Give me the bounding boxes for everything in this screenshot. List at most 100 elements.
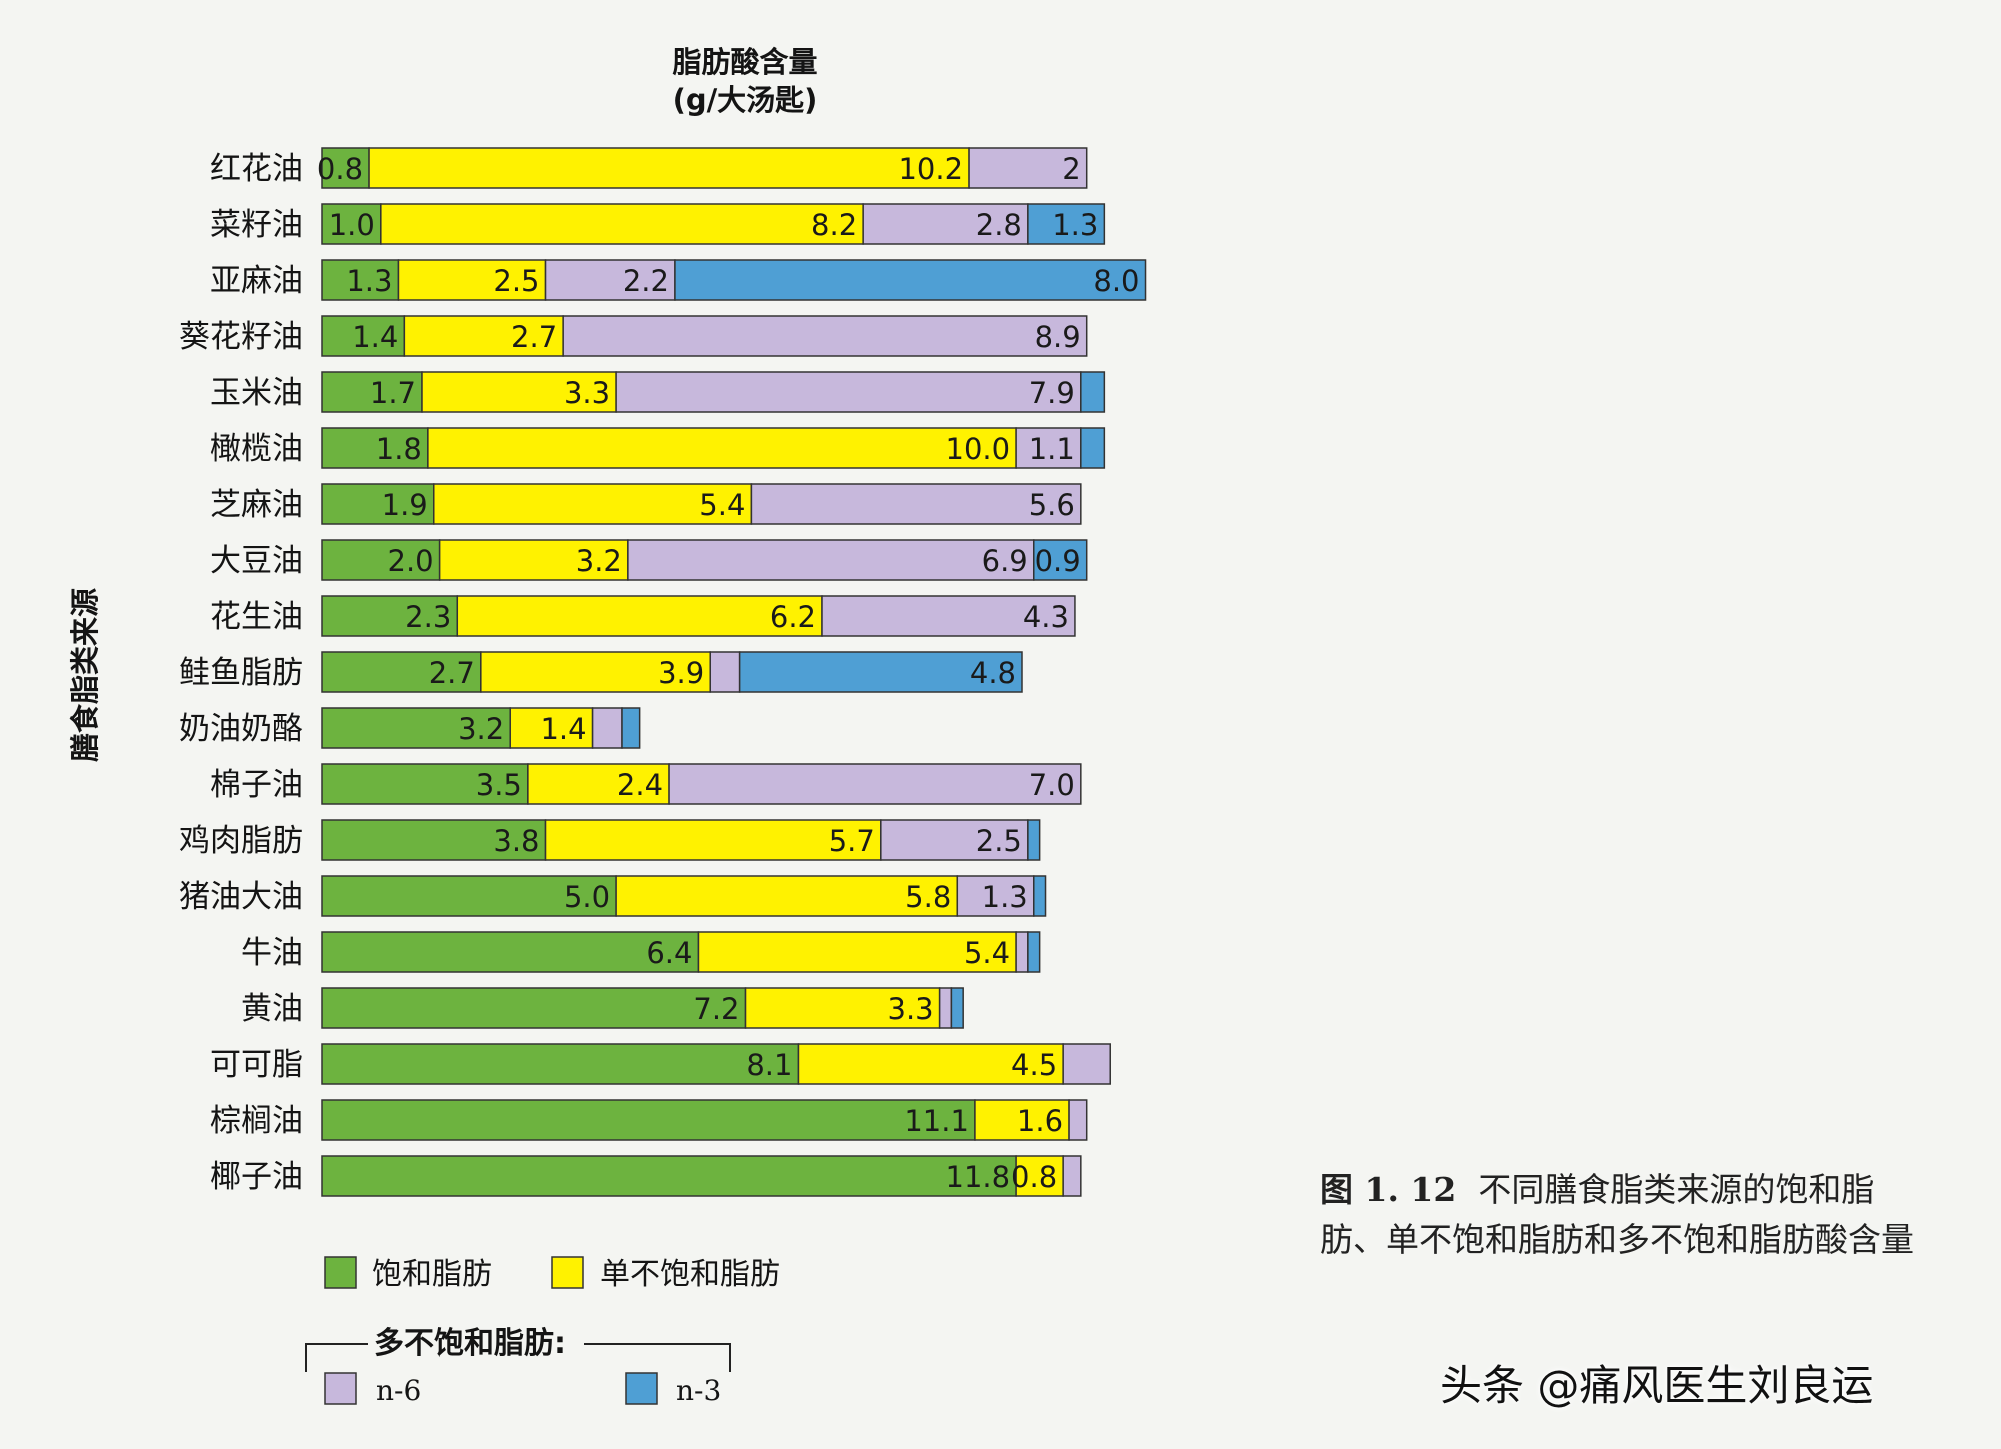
data-label-n3: 4.8	[970, 656, 1016, 690]
data-label-mono: 3.2	[576, 544, 622, 578]
data-label-saturated: 1.9	[382, 488, 428, 522]
bar-segment-n3	[674, 259, 1147, 301]
bar-segment-n3	[1027, 931, 1041, 973]
y-axis-title: 膳食脂类来源	[68, 588, 102, 762]
data-label-n3: 0.9	[1035, 544, 1081, 578]
bar-segment-mono	[421, 371, 617, 413]
data-label-saturated: 1.0	[329, 208, 375, 242]
category-label: 芝麻油	[210, 487, 303, 523]
data-label-n6: 7.9	[1029, 376, 1075, 410]
bar-segment-saturated	[321, 1099, 976, 1141]
bar-segment-saturated	[321, 427, 429, 469]
bar-segment-mono	[403, 315, 564, 357]
data-label-mono: 5.7	[829, 824, 875, 858]
bar-segment-mono	[427, 427, 1017, 469]
bar-segment-n3	[950, 987, 964, 1029]
caption-text: 不同膳食脂类来源的饱和脂肪、单不饱和脂肪和多不饱和脂肪酸含量	[1320, 1170, 1914, 1259]
bar-segment-mono	[544, 819, 882, 861]
data-label-n6: 1.1	[1029, 432, 1075, 466]
legend-bracket	[305, 1343, 731, 1372]
figure-number: 图 1. 12	[1320, 1170, 1457, 1209]
bar-segment-saturated	[321, 819, 547, 861]
legend-swatch-n6	[324, 1372, 357, 1405]
data-label-mono: 10.0	[946, 432, 1011, 466]
data-label-n6: 2.2	[623, 264, 669, 298]
data-label-mono: 1.6	[1017, 1104, 1063, 1138]
bar-segment-n6	[615, 371, 1082, 413]
category-label: 鲑鱼脂肪	[179, 655, 303, 691]
data-label-n6: 2	[1062, 152, 1080, 186]
category-label: 可可脂	[210, 1047, 303, 1083]
bar-segment-n6	[1015, 427, 1082, 469]
bar-segment-n3	[1027, 203, 1106, 245]
bar-segment-mono	[480, 651, 711, 693]
data-label-saturated: 11.1	[904, 1104, 969, 1138]
category-label: 椰子油	[210, 1159, 303, 1195]
bar-segment-mono	[1015, 1155, 1064, 1197]
bar-segment-saturated	[321, 371, 423, 413]
bar-segment-n3	[738, 651, 1023, 693]
bar-segment-mono	[974, 1099, 1070, 1141]
data-label-saturated: 11.8	[946, 1160, 1011, 1194]
bar-segment-mono	[797, 1043, 1064, 1085]
legend-label-n6: n-6	[376, 1374, 421, 1407]
category-label: 红花油	[210, 151, 303, 187]
bar-segment-n6	[1062, 1043, 1111, 1085]
bar-segment-n6	[968, 147, 1088, 189]
data-label-saturated: 2.7	[429, 656, 475, 690]
data-label-n3: 1.3	[1052, 208, 1098, 242]
bar-segment-mono	[615, 875, 959, 917]
data-label-mono: 6.2	[770, 600, 816, 634]
data-label-saturated: 3.5	[476, 768, 522, 802]
legend-swatch-n3	[625, 1372, 658, 1405]
data-label-n6: 5.6	[1029, 488, 1075, 522]
bar-segment-mono	[456, 595, 823, 637]
chart-title: 脂肪酸含量	[672, 45, 817, 79]
category-label: 葵花籽油	[179, 319, 303, 355]
bar-segment-saturated	[321, 203, 382, 245]
data-label-saturated: 2.0	[388, 544, 434, 578]
data-label-mono: 10.2	[898, 152, 963, 186]
bar-segment-n6	[627, 539, 1035, 581]
category-label: 橄榄油	[210, 431, 303, 467]
bar-segment-n6	[821, 595, 1076, 637]
bar-segment-mono	[397, 259, 547, 301]
legend-label-poly-group: 多不饱和脂肪:	[374, 1326, 566, 1361]
data-label-n6: 8.9	[1035, 320, 1081, 354]
bar-segment-n6	[1015, 931, 1029, 973]
data-label-mono: 5.4	[699, 488, 745, 522]
data-label-saturated: 1.7	[370, 376, 416, 410]
bar-segment-saturated	[321, 931, 700, 973]
category-label: 玉米油	[210, 375, 303, 411]
data-label-saturated: 1.8	[376, 432, 422, 466]
data-label-mono: 3.3	[888, 992, 934, 1026]
bar-segment-saturated	[321, 1043, 800, 1085]
bars-layer: 红花油 0.8 10.2 2 菜籽油 1.0 8.2 2.8 1.3 亚麻油 1.3 2.5 2.2 8.…	[179, 147, 1147, 1197]
data-label-saturated: 1.4	[352, 320, 398, 354]
bar-segment-n6	[956, 875, 1035, 917]
bar-segment-mono	[744, 987, 941, 1029]
data-label-mono: 4.5	[1011, 1048, 1057, 1082]
category-label: 猪油大油	[179, 879, 303, 915]
data-label-saturated: 0.8	[317, 152, 363, 186]
bar-segment-n6	[544, 259, 676, 301]
bar-segment-saturated	[321, 315, 406, 357]
bar-segment-saturated	[321, 483, 435, 525]
bar-segment-n3	[1080, 427, 1106, 469]
bar-segment-mono	[368, 147, 970, 189]
category-label: 大豆油	[210, 543, 303, 579]
data-label-n6: 6.9	[982, 544, 1028, 578]
data-label-saturated: 1.3	[346, 264, 392, 298]
bar-segment-n3	[1033, 539, 1088, 581]
data-label-mono: 3.9	[658, 656, 704, 690]
data-label-saturated: 7.2	[693, 992, 739, 1026]
bar-segment-mono	[433, 483, 753, 525]
legend-swatch-mono	[551, 1256, 584, 1289]
bar-segment-n3	[1033, 875, 1047, 917]
data-label-mono: 5.8	[905, 880, 951, 914]
figure-caption: 图 1. 12 不同膳食脂类来源的饱和脂肪、单不饱和脂肪和多不饱和脂肪酸含量	[1320, 1165, 1940, 1265]
data-label-mono: 3.3	[564, 376, 610, 410]
data-label-n6: 7.0	[1029, 768, 1075, 802]
chart-unit: (g/大汤匙)	[673, 83, 818, 117]
